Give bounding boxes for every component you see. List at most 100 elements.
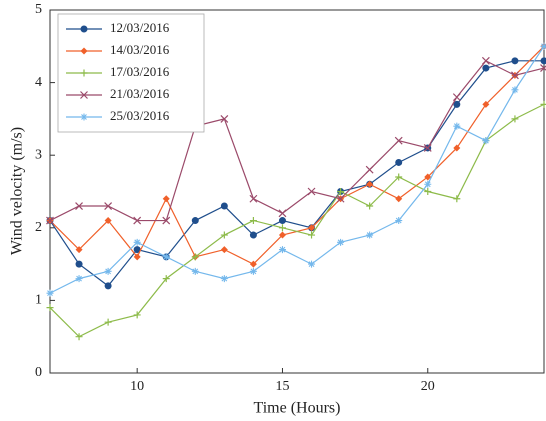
marker <box>540 42 546 50</box>
marker <box>424 173 432 181</box>
marker <box>133 246 141 254</box>
marker <box>104 267 112 275</box>
marker <box>249 231 257 239</box>
legend-text: 12/03/2016 <box>110 20 170 35</box>
marker <box>482 64 490 72</box>
marker <box>453 122 461 130</box>
marker <box>540 64 546 73</box>
marker <box>104 282 112 290</box>
marker <box>278 231 286 239</box>
marker <box>220 202 228 210</box>
series-line <box>49 45 545 294</box>
marker <box>395 158 403 166</box>
marker <box>46 304 54 312</box>
legend-text: 14/03/2016 <box>110 42 170 57</box>
marker <box>133 216 142 225</box>
marker <box>133 238 141 246</box>
marker <box>220 275 228 283</box>
y-tick-label: 0 <box>35 365 42 380</box>
legend-marker <box>80 69 88 77</box>
marker <box>482 137 490 145</box>
marker <box>395 173 403 181</box>
marker <box>220 231 228 239</box>
x-tick-label: 20 <box>421 379 435 394</box>
marker <box>104 202 113 210</box>
marker <box>191 253 199 261</box>
legend-marker <box>80 25 88 33</box>
marker <box>511 86 519 94</box>
marker <box>278 246 286 254</box>
marker <box>191 267 199 275</box>
y-tick-label: 4 <box>35 75 42 90</box>
marker <box>395 195 403 203</box>
marker <box>511 57 519 65</box>
y-tick-label: 5 <box>35 2 42 17</box>
marker <box>249 260 257 268</box>
marker <box>278 209 287 218</box>
x-axis-title: Time (Hours) <box>254 400 341 417</box>
legend-text: 17/03/2016 <box>110 64 170 79</box>
marker <box>249 267 257 275</box>
marker <box>75 260 83 268</box>
y-tick-label: 1 <box>35 293 42 308</box>
legend-text: 25/03/2016 <box>110 108 170 123</box>
marker <box>337 188 345 195</box>
y-tick-label: 2 <box>35 220 42 235</box>
marker <box>337 238 345 246</box>
series-line <box>49 60 544 287</box>
marker <box>133 253 141 261</box>
plot-frame <box>49 9 545 374</box>
marker <box>423 144 432 152</box>
marker <box>453 144 461 152</box>
marker <box>307 187 316 196</box>
marker <box>104 318 112 326</box>
marker <box>133 311 141 319</box>
marker <box>191 217 199 225</box>
marker <box>452 93 461 102</box>
marker <box>162 216 171 225</box>
marker <box>75 333 83 341</box>
marker <box>453 195 461 203</box>
marker <box>308 260 316 268</box>
legend-marker <box>80 113 88 121</box>
marker <box>162 195 170 203</box>
marker <box>540 100 546 108</box>
marker <box>162 275 170 283</box>
marker <box>395 217 403 225</box>
marker <box>46 216 54 225</box>
y-tick-label: 3 <box>35 147 42 162</box>
marker <box>75 246 83 254</box>
marker <box>249 217 257 225</box>
marker <box>75 202 83 210</box>
series-line <box>49 103 545 338</box>
marker <box>365 165 374 174</box>
marker <box>308 231 316 239</box>
marker <box>482 100 490 108</box>
x-tick-label: 15 <box>275 379 289 394</box>
marker <box>424 180 432 188</box>
marker <box>366 231 374 239</box>
marker <box>540 57 546 65</box>
marker <box>366 202 374 210</box>
marker <box>220 246 228 254</box>
marker <box>336 194 345 203</box>
marker <box>308 224 316 232</box>
marker <box>424 188 432 195</box>
marker <box>220 114 229 123</box>
marker <box>481 56 490 65</box>
marker <box>394 136 403 145</box>
marker <box>511 71 519 80</box>
marker <box>46 289 54 297</box>
legend-marker <box>80 91 88 99</box>
x-tick-label: 10 <box>130 379 144 394</box>
marker <box>249 194 258 203</box>
y-axis-title: Wind velocity (m/s) <box>9 127 26 255</box>
marker <box>104 217 112 225</box>
marker <box>278 224 286 232</box>
series-line <box>49 60 545 222</box>
legend-text: 21/03/2016 <box>110 86 170 101</box>
marker <box>511 115 519 123</box>
legend-marker <box>80 47 88 55</box>
marker <box>453 100 461 108</box>
